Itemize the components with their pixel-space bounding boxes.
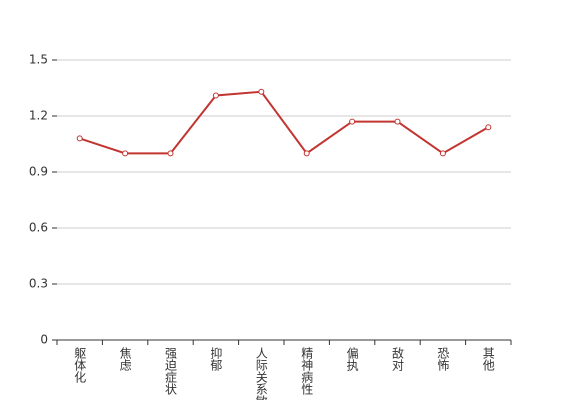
x-tick-label: 其他 [481, 347, 495, 371]
point [212, 92, 219, 99]
line [79, 90, 489, 155]
y-tick-label: 1.2 [29, 109, 48, 123]
x-tick-label: 敌对 [391, 346, 405, 371]
y-tick-label: 1.5 [29, 53, 48, 67]
x-tick-label: 恐怖 [436, 347, 450, 371]
point [349, 118, 356, 125]
x-tick-label: 强迫症状 [164, 347, 178, 395]
point [394, 118, 401, 125]
x-tick-label: 躯体化 [73, 346, 87, 384]
y-tick-label: 0.3 [29, 277, 48, 291]
point [258, 88, 265, 95]
point [303, 150, 310, 157]
x-tick-label: 精神病性 [300, 347, 314, 396]
x-tick-label: 抑郁 [209, 346, 223, 372]
y-tick-label: 0.9 [29, 165, 48, 179]
x-tick-label: 人际关系敏感 [254, 347, 268, 400]
point [439, 150, 446, 157]
x-tick-label: 偏执 [345, 346, 359, 372]
y-tick-label: 0.6 [29, 221, 48, 235]
y-tick-label: 0 [40, 333, 48, 347]
x-tick-label: 焦虑 [118, 347, 132, 371]
point [485, 124, 492, 131]
point [122, 150, 129, 157]
point [167, 150, 174, 157]
point [76, 135, 83, 142]
